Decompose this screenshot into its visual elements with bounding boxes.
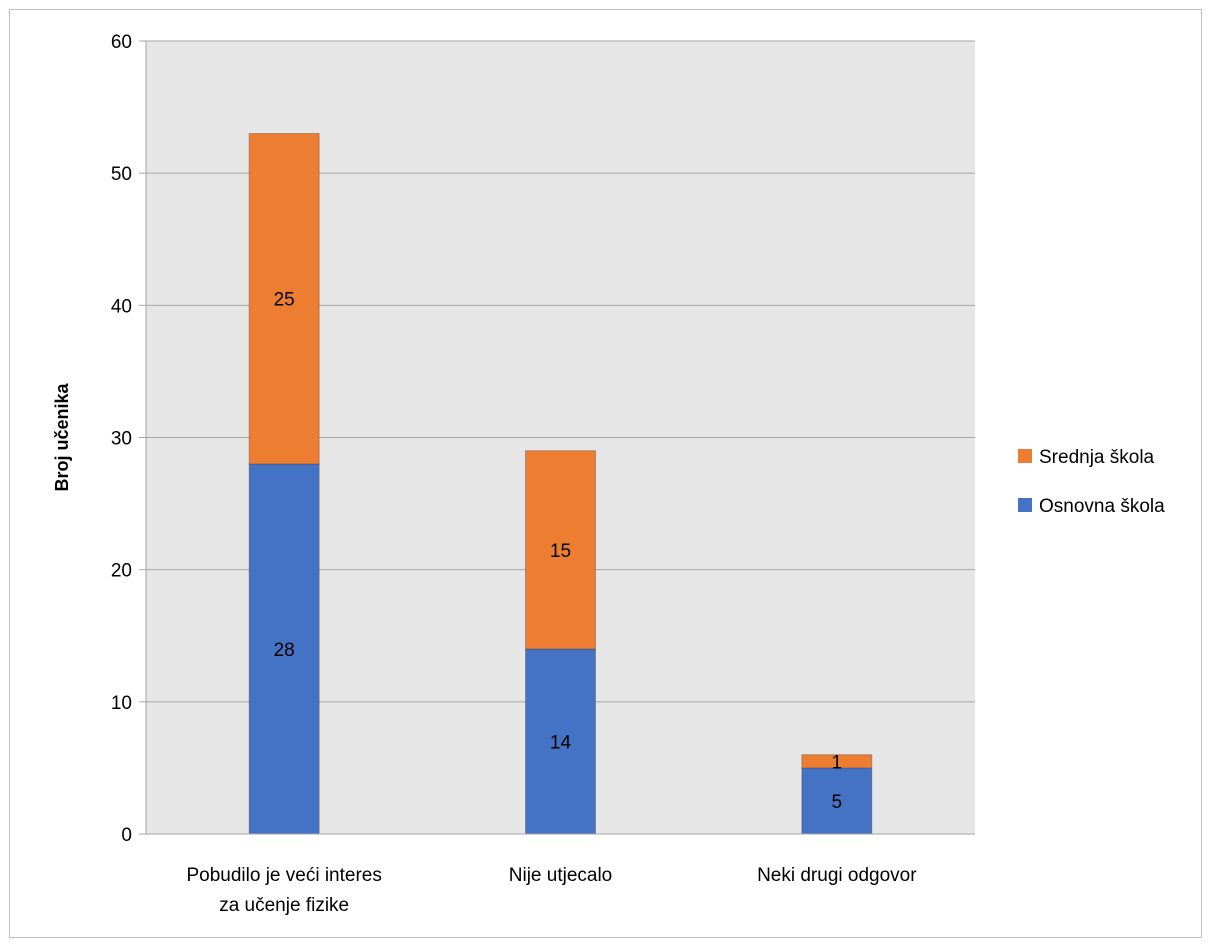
y-tick-label-10: 10 (111, 693, 132, 714)
y-tick-label-0: 0 (121, 825, 132, 846)
data-label-osnovna-1: 14 (550, 732, 572, 753)
data-label-srednja-2: 1 (832, 752, 843, 773)
category-label-0-line-1: za učenje fizike (219, 895, 349, 916)
y-axis-title: Broj učenika (52, 382, 72, 491)
data-label-osnovna-2: 5 (832, 792, 843, 813)
category-label-0-line-0: Pobudilo je veći interes (186, 865, 381, 886)
data-label-osnovna-0: 28 (274, 640, 295, 661)
category-label-2-line-0: Neki drugi odgovor (757, 865, 917, 886)
legend-swatch-1 (1018, 498, 1032, 512)
legend-label-1: Osnovna škola (1039, 496, 1165, 517)
data-label-srednja-1: 15 (550, 541, 571, 562)
y-tick-label-50: 50 (111, 164, 132, 185)
data-label-srednja-0: 25 (274, 290, 295, 311)
y-tick-label-20: 20 (111, 561, 132, 582)
category-label-1-line-0: Nije utjecalo (509, 865, 613, 886)
legend-swatch-0 (1018, 449, 1032, 463)
y-tick-label-40: 40 (111, 296, 132, 317)
y-tick-label-60: 60 (111, 32, 132, 53)
y-tick-label-30: 30 (111, 429, 132, 450)
legend-label-0: Srednja škola (1039, 447, 1155, 468)
